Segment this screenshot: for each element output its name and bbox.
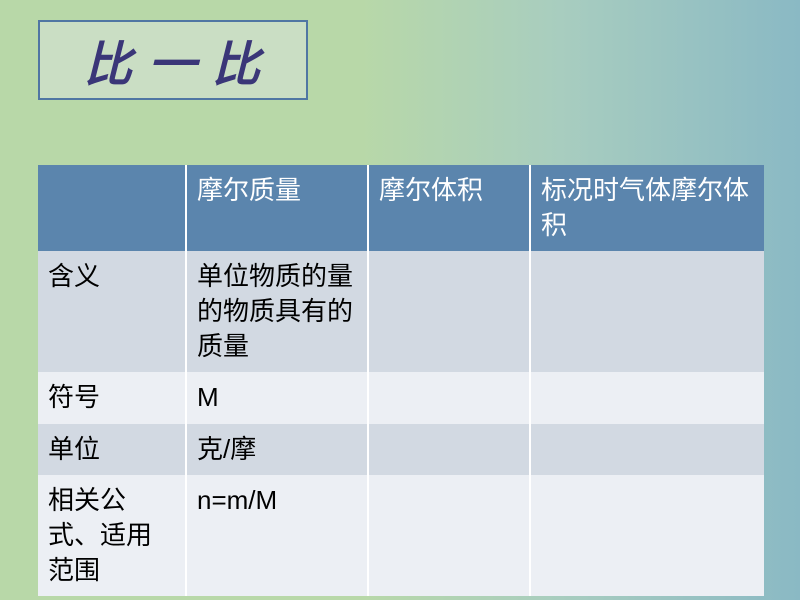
comparison-table-wrap: 摩尔质量 摩尔体积 标况时气体摩尔体积 含义 单位物质的量的物质具有的质量 符号… <box>38 165 764 596</box>
cell <box>368 251 530 372</box>
table-row: 符号 M <box>38 372 764 423</box>
cell <box>530 251 764 372</box>
cell <box>530 372 764 423</box>
cell: M <box>186 372 368 423</box>
table-row: 单位 克/摩 <box>38 424 764 475</box>
cell: 克/摩 <box>186 424 368 475</box>
table-row: 相关公式、适用范围 n=m/M <box>38 475 764 596</box>
page-title: 比 一 比 <box>84 25 262 95</box>
cell <box>530 475 764 596</box>
cell <box>368 372 530 423</box>
cell: n=m/M <box>186 475 368 596</box>
comparison-table: 摩尔质量 摩尔体积 标况时气体摩尔体积 含义 单位物质的量的物质具有的质量 符号… <box>38 165 764 596</box>
header-corner <box>38 165 186 251</box>
row-label-meaning: 含义 <box>38 251 186 372</box>
row-label-symbol: 符号 <box>38 372 186 423</box>
table-row: 含义 单位物质的量的物质具有的质量 <box>38 251 764 372</box>
title-box: 比 一 比 <box>38 20 308 100</box>
cell <box>368 424 530 475</box>
table-header-row: 摩尔质量 摩尔体积 标况时气体摩尔体积 <box>38 165 764 251</box>
cell <box>530 424 764 475</box>
header-col-stp-molar-volume: 标况时气体摩尔体积 <box>530 165 764 251</box>
cell: 单位物质的量的物质具有的质量 <box>186 251 368 372</box>
row-label-formula-scope: 相关公式、适用范围 <box>38 475 186 596</box>
header-col-molar-mass: 摩尔质量 <box>186 165 368 251</box>
row-label-unit: 单位 <box>38 424 186 475</box>
cell <box>368 475 530 596</box>
header-col-molar-volume: 摩尔体积 <box>368 165 530 251</box>
